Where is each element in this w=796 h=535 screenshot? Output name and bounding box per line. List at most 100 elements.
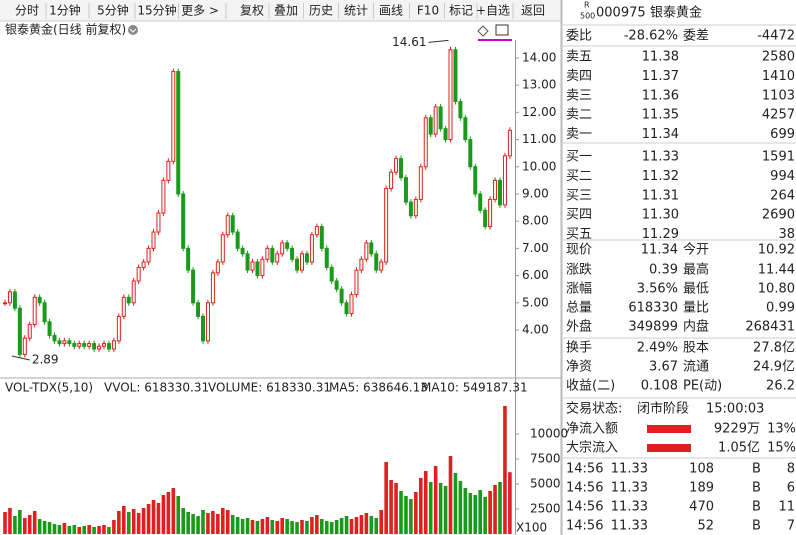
flow-bar (647, 425, 691, 433)
volume-bar (493, 485, 497, 534)
volume-bar (329, 522, 334, 534)
toolbar-button[interactable]: 5分钟 (97, 3, 129, 18)
volume-header: VVOL: 618330.31 (104, 381, 209, 395)
volume-bar (107, 527, 111, 534)
volume-bar (23, 518, 27, 534)
stat-cell: 3.56% (637, 282, 678, 297)
volume-bar (122, 506, 126, 534)
stock-name: 银泰黄金 (650, 5, 702, 21)
y-tick-label: 7.00 (522, 241, 549, 255)
book-level: 卖五 (566, 50, 592, 65)
low-label: 2.89 (32, 353, 59, 367)
volume-bar (230, 515, 235, 534)
candle (468, 139, 473, 168)
volume-bar (27, 515, 32, 534)
candle (156, 212, 161, 233)
trade-count: 8 (787, 462, 795, 477)
volume-bar (275, 521, 280, 534)
candle (349, 294, 354, 315)
stat-cell: 24.9亿 (753, 360, 795, 375)
flow-pct: 15% (767, 441, 796, 456)
toolbar-bg (0, 0, 561, 21)
candle (166, 160, 171, 181)
y-tick-label: 5.00 (522, 295, 549, 309)
toolbar-button[interactable]: 分时 (15, 4, 39, 18)
high-arrow (428, 39, 449, 43)
layout-icon[interactable] (495, 24, 509, 36)
stat-cell: 349899 (628, 320, 678, 335)
volume-bar (8, 508, 12, 534)
volume-bar (216, 514, 220, 534)
badge: 500 (580, 12, 595, 21)
trade-volume: 52 (697, 519, 714, 534)
toolbar-button[interactable]: F10 (417, 4, 439, 18)
stat-cell: 3.67 (649, 360, 678, 375)
volume-bar (498, 482, 502, 534)
volume-bar (112, 520, 116, 534)
stat-cell: 0.108 (641, 379, 678, 394)
menu-icon[interactable] (128, 25, 138, 35)
volume-bar (82, 526, 86, 534)
book-level: 卖二 (566, 108, 592, 123)
trade-time: 14:56 (566, 500, 603, 515)
toolbar-button[interactable]: 统计 (344, 4, 368, 18)
volume-bar (428, 482, 433, 534)
status-value: 闭市阶段 (637, 401, 689, 417)
toolbar-button[interactable]: 复权 (240, 4, 264, 18)
candle (448, 49, 453, 141)
trade-side: B (752, 481, 761, 496)
trade-count: 7 (787, 519, 795, 534)
candle (67, 340, 72, 345)
y-tick-label: 2500 (530, 502, 561, 516)
candle (359, 258, 364, 271)
y-tick-label: 7500 (530, 452, 561, 466)
volume-bar (508, 472, 512, 534)
book-price: 11.30 (642, 208, 679, 223)
stat-cell: 27.8亿 (753, 341, 795, 356)
volume-bar (354, 517, 359, 534)
volume-bar (384, 462, 388, 534)
volume-bar (176, 496, 181, 534)
candle (186, 247, 191, 271)
candle (245, 253, 250, 271)
toolbar-button[interactable]: 画线 (379, 4, 403, 18)
volume-bar (97, 526, 101, 534)
candle (52, 334, 57, 342)
candle (12, 291, 17, 309)
trade-price: 11.33 (611, 481, 648, 496)
candle (507, 129, 512, 157)
book-price: 11.32 (642, 169, 679, 184)
flow-label: 大宗流入 (566, 440, 618, 456)
candle (275, 253, 280, 263)
candle (364, 242, 369, 260)
volume-bar (433, 466, 438, 534)
toolbar-button[interactable]: 返回 (521, 4, 545, 18)
candle (146, 247, 151, 263)
volume-bar (32, 511, 37, 534)
volume-bar (320, 519, 324, 534)
volume-bar (379, 510, 383, 534)
toolbar-button[interactable]: +自选 (476, 4, 510, 18)
volume-bar (151, 500, 156, 534)
volume-header: MA10: 549187.31 (421, 381, 528, 395)
toolbar-button[interactable]: 历史 (309, 4, 333, 18)
candle (478, 193, 483, 211)
candle (47, 321, 52, 336)
toolbar-button[interactable]: 叠加 (274, 4, 298, 18)
volume-bar (404, 496, 408, 534)
book-volume: 699 (770, 127, 795, 142)
toolbar-button[interactable]: 1分钟 (49, 3, 81, 18)
volume-header: MA5: 638646.13 (329, 381, 428, 395)
stat-cell: PE(动) (683, 379, 722, 394)
tool-icon[interactable] (477, 25, 489, 37)
volume-bar (47, 522, 52, 534)
toolbar-button[interactable]: 15分钟 (137, 3, 176, 18)
ratio-cell: -4472 (757, 29, 795, 44)
book-volume: 38 (778, 227, 795, 242)
toolbar-button[interactable]: 更多 > (181, 4, 219, 18)
toolbar-button[interactable]: 标记 (449, 4, 473, 18)
y-tick-label: 13.00 (522, 78, 556, 92)
candle (384, 188, 389, 263)
flow-value: 1.05亿 (718, 441, 760, 456)
